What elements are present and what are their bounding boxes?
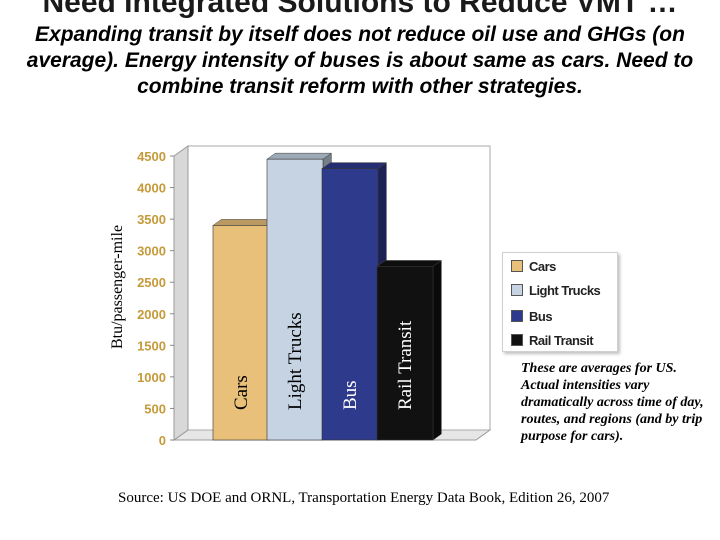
y-tick-label: 1000 bbox=[137, 370, 166, 385]
legend-swatch-light-trucks bbox=[511, 284, 523, 296]
y-tick-label: 2500 bbox=[137, 275, 166, 290]
legend-entry-bus: Bus bbox=[511, 307, 553, 325]
legend-label-light-trucks: Light Trucks bbox=[529, 282, 601, 298]
legend-entry-light-trucks: Light Trucks bbox=[511, 281, 601, 299]
y-tick-label: 4500 bbox=[137, 149, 166, 164]
y-tick-label: 0 bbox=[159, 433, 166, 448]
bar-label-bus: Bus bbox=[340, 380, 361, 410]
y-tick-label: 3000 bbox=[137, 244, 166, 259]
legend-swatch-cars bbox=[511, 260, 523, 272]
legend-label-cars: Cars bbox=[529, 258, 556, 274]
source-citation: Source: US DOE and ORNL, Transportation … bbox=[118, 490, 610, 506]
bar-light-trucks bbox=[266, 158, 324, 441]
bar-label-light-trucks: Light Trucks bbox=[285, 312, 306, 410]
chart-note: These are averages for US. Actual intens… bbox=[521, 361, 704, 444]
bar-top-light-trucks bbox=[266, 152, 333, 160]
legend-label-rail-transit: Rail Transit bbox=[529, 332, 594, 348]
chart-side-wall bbox=[173, 145, 189, 441]
legend-entry-rail-transit: Rail Transit bbox=[511, 331, 594, 349]
bar-rail-transit bbox=[376, 266, 434, 441]
bar-label-rail-transit: Rail Transit bbox=[395, 320, 416, 410]
legend-label-bus: Bus bbox=[529, 308, 553, 324]
legend-entry-cars: Cars bbox=[511, 257, 556, 275]
bar-bus bbox=[321, 168, 379, 441]
legend-swatch-rail-transit bbox=[511, 334, 523, 346]
bar-top-bus bbox=[321, 162, 388, 169]
chart-legend: Cars Light Trucks Bus Rail Transit bbox=[502, 252, 618, 352]
bar-top-rail-transit bbox=[376, 260, 443, 267]
slide-subtitle: Expanding transit by itself does not red… bbox=[26, 23, 694, 98]
bar-side-rail-transit bbox=[432, 259, 442, 441]
legend-swatch-bus bbox=[511, 310, 523, 322]
y-tick-label: 4000 bbox=[137, 181, 166, 196]
y-tick-label: 1500 bbox=[137, 338, 166, 353]
y-axis-label: Btu/passenger-mile bbox=[109, 224, 126, 350]
y-tick-label: 3500 bbox=[137, 212, 166, 227]
bar-label-cars: Cars bbox=[231, 375, 252, 410]
y-tick-label: 500 bbox=[144, 401, 166, 416]
slide-title: Need Integrated Solutions to Reduce VMT … bbox=[42, 0, 678, 19]
y-tick-label: 2000 bbox=[137, 307, 166, 322]
